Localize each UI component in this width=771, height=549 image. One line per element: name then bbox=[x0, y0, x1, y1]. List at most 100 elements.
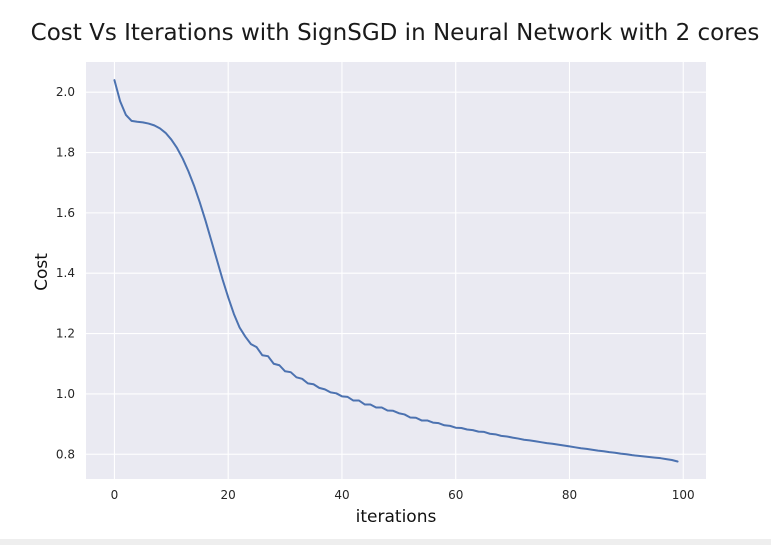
data-point bbox=[233, 313, 234, 314]
data-point bbox=[461, 427, 462, 428]
data-point bbox=[262, 355, 263, 356]
data-point bbox=[154, 125, 155, 126]
data-point bbox=[358, 400, 359, 401]
data-point bbox=[666, 458, 667, 459]
y-tick-label: 1.6 bbox=[56, 206, 75, 220]
data-point bbox=[484, 431, 485, 432]
data-point bbox=[387, 410, 388, 411]
data-point bbox=[580, 448, 581, 449]
data-point bbox=[171, 139, 172, 140]
data-point bbox=[364, 404, 365, 405]
data-point bbox=[614, 452, 615, 453]
data-point bbox=[142, 122, 143, 123]
data-point bbox=[273, 363, 274, 364]
chart-title: Cost Vs Iterations with SignSGD in Neura… bbox=[31, 20, 760, 46]
bottom-strip bbox=[0, 539, 771, 545]
data-point bbox=[535, 441, 536, 442]
data-point bbox=[546, 442, 547, 443]
data-point bbox=[660, 458, 661, 459]
data-point bbox=[575, 447, 576, 448]
x-tick-label: 0 bbox=[111, 488, 119, 502]
data-point bbox=[114, 80, 115, 81]
data-point bbox=[279, 365, 280, 366]
data-point bbox=[284, 371, 285, 372]
data-point bbox=[444, 425, 445, 426]
data-point bbox=[649, 456, 650, 457]
x-tick-label: 80 bbox=[562, 488, 577, 502]
data-point bbox=[421, 420, 422, 421]
data-point bbox=[131, 120, 132, 121]
data-point bbox=[506, 436, 507, 437]
data-point bbox=[211, 239, 212, 240]
data-point bbox=[597, 450, 598, 451]
x-tick-label: 20 bbox=[221, 488, 236, 502]
data-point bbox=[569, 446, 570, 447]
grid-lines bbox=[86, 62, 706, 479]
series-layer bbox=[113, 79, 679, 463]
data-point bbox=[455, 427, 456, 428]
data-point bbox=[245, 336, 246, 337]
data-point bbox=[472, 430, 473, 431]
data-point bbox=[216, 259, 217, 260]
data-point bbox=[626, 454, 627, 455]
y-tick-label: 1.8 bbox=[56, 146, 75, 160]
data-point bbox=[250, 344, 251, 345]
data-point bbox=[193, 185, 194, 186]
data-point bbox=[489, 433, 490, 434]
data-point bbox=[529, 440, 530, 441]
data-point bbox=[558, 444, 559, 445]
y-axis-title: Cost bbox=[32, 253, 52, 291]
data-point bbox=[296, 377, 297, 378]
data-point bbox=[120, 101, 121, 102]
data-point bbox=[324, 389, 325, 390]
data-point bbox=[592, 449, 593, 450]
data-point bbox=[438, 423, 439, 424]
data-point bbox=[404, 414, 405, 415]
data-point bbox=[671, 459, 672, 460]
data-point bbox=[336, 393, 337, 394]
y-tick-label: 1.2 bbox=[56, 327, 75, 341]
data-point bbox=[398, 413, 399, 414]
plot-area bbox=[86, 62, 706, 479]
series-line-cost bbox=[113, 79, 679, 463]
data-point bbox=[563, 445, 564, 446]
data-point bbox=[523, 439, 524, 440]
data-point bbox=[347, 396, 348, 397]
data-point bbox=[603, 451, 604, 452]
data-point bbox=[159, 128, 160, 129]
data-point bbox=[222, 279, 223, 280]
data-point bbox=[182, 158, 183, 159]
data-point bbox=[467, 429, 468, 430]
data-point bbox=[148, 123, 149, 124]
data-point bbox=[540, 442, 541, 443]
data-point bbox=[478, 431, 479, 432]
y-tick-label: 0.8 bbox=[56, 447, 75, 461]
x-tick-label: 40 bbox=[334, 488, 349, 502]
data-point bbox=[199, 202, 200, 203]
data-point bbox=[165, 132, 166, 133]
data-point bbox=[518, 438, 519, 439]
data-point bbox=[432, 422, 433, 423]
data-point bbox=[512, 437, 513, 438]
data-point bbox=[609, 452, 610, 453]
data-point bbox=[637, 455, 638, 456]
data-point bbox=[137, 121, 138, 122]
data-point bbox=[228, 297, 229, 298]
data-point bbox=[375, 407, 376, 408]
x-axis-title: iterations bbox=[356, 507, 437, 527]
data-point bbox=[330, 392, 331, 393]
data-point bbox=[654, 457, 655, 458]
data-point bbox=[176, 147, 177, 148]
data-point bbox=[256, 347, 257, 348]
data-point bbox=[290, 372, 291, 373]
data-point bbox=[410, 417, 411, 418]
y-tick-label: 2.0 bbox=[56, 85, 75, 99]
data-point bbox=[302, 378, 303, 379]
y-tick-label: 1.0 bbox=[56, 387, 75, 401]
data-point bbox=[620, 453, 621, 454]
data-point bbox=[370, 404, 371, 405]
data-point bbox=[631, 455, 632, 456]
x-tick-label: 60 bbox=[448, 488, 463, 502]
tick-labels: 0 20 40 60 80 100 0.8 1.0 1.2 1.4 1.6 1.8 2.0 bbox=[56, 85, 695, 502]
